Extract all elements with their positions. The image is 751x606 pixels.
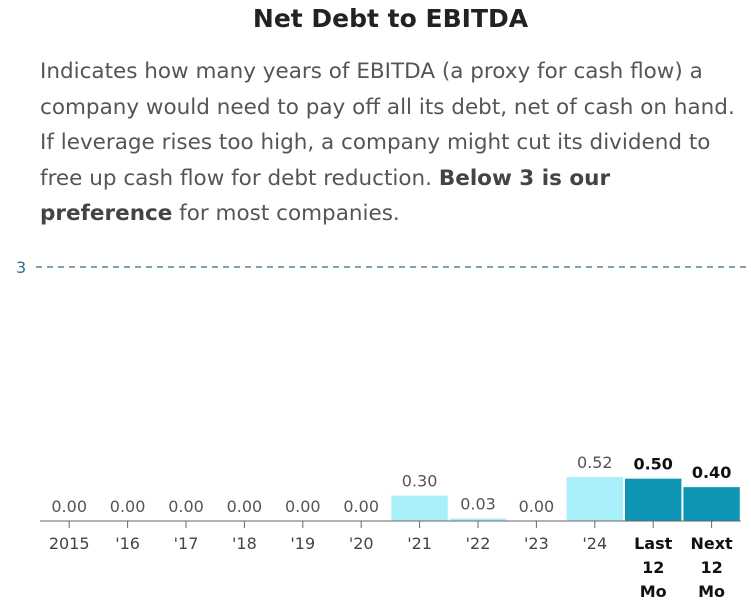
reference-line-label: 3 [16, 258, 26, 277]
value-label-3: 0.00 [227, 497, 263, 516]
x-tick-label-10-2: Mo [640, 582, 667, 601]
description-text-2: for most companies. [172, 201, 400, 226]
x-tick-label-10-1: 12 [642, 558, 664, 577]
value-label-5: 0.00 [343, 497, 379, 516]
value-label-2: 0.00 [168, 497, 204, 516]
x-tick-label-5: '20 [349, 534, 374, 553]
chart-title: Net Debt to EBITDA [252, 4, 529, 33]
x-tick-label-10-0: Last [634, 534, 673, 553]
x-tick-label-8: '23 [524, 534, 549, 553]
bar-10 [625, 478, 682, 521]
description-text-1: Indicates how many years of EBITDA (a pr… [40, 59, 735, 191]
value-label-4: 0.00 [285, 497, 321, 516]
x-tick-label-1: '16 [115, 534, 140, 553]
x-tick-label-2: '17 [174, 534, 199, 553]
value-label-9: 0.52 [577, 453, 613, 472]
bar-7 [449, 518, 507, 521]
bar-9 [566, 476, 623, 521]
x-tick-label-11-0: Next [690, 534, 733, 553]
x-tick-label-11-1: 12 [700, 558, 722, 577]
x-tick-label-9: '24 [582, 534, 607, 553]
x-tick-label-0: 2015 [49, 534, 90, 553]
value-label-6: 0.30 [402, 472, 438, 491]
bar-11 [683, 487, 740, 521]
x-tick-label-11-2: Mo [698, 582, 725, 601]
value-label-1: 0.00 [110, 497, 146, 516]
value-label-8: 0.00 [519, 497, 555, 516]
value-label-7: 0.03 [460, 494, 496, 513]
x-tick-label-7: '22 [466, 534, 491, 553]
x-tick-label-4: '19 [290, 534, 315, 553]
x-tick-label-6: '21 [407, 534, 432, 553]
value-label-11: 0.40 [692, 463, 731, 482]
bar-6 [391, 495, 448, 521]
value-label-0: 0.00 [51, 497, 87, 516]
description-bold: Below 3 is our preference [40, 165, 611, 227]
value-label-10: 0.50 [633, 455, 672, 474]
chart-description: Indicates how many years of EBITDA (a pr… [40, 54, 745, 232]
x-tick-label-3: '18 [232, 534, 257, 553]
